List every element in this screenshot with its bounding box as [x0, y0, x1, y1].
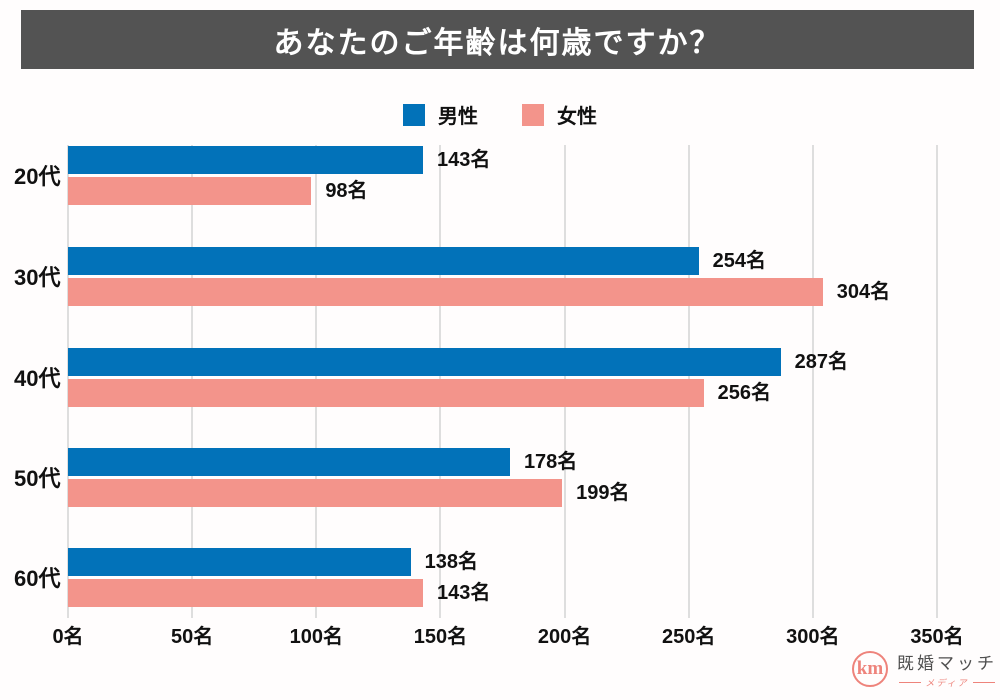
bar-male-60代 — [68, 548, 411, 576]
logo-tagline: メディア — [925, 678, 969, 688]
chart-title: あなたのご年齢は何歳ですか？ — [273, 26, 722, 60]
legend: 男性 女性 — [0, 100, 1000, 129]
x-tick-label-50: 50名 — [171, 626, 214, 648]
category-label-60代: 60代 — [14, 565, 61, 591]
x-tick-label-300: 300名 — [786, 626, 840, 648]
legend-label-female: 女性 — [557, 106, 597, 128]
x-tick-label-0: 0名 — [52, 626, 84, 648]
x-tick-label-350: 350名 — [910, 626, 964, 648]
gridline-350 — [936, 145, 938, 618]
bar-chart-plot-area: 143名 98名 254名 304名 287名 256名 178名 199名 138名 143名 — [67, 145, 938, 618]
category-label-40代: 40代 — [14, 365, 61, 391]
legend-item-female: 女性 — [522, 100, 597, 129]
logo-monogram-icon: km — [852, 651, 888, 687]
value-label-male-20代: 143名 — [437, 149, 491, 171]
category-label-30代: 30代 — [14, 264, 61, 290]
legend-swatch-female-icon — [522, 103, 544, 126]
bar-male-30代 — [68, 247, 699, 275]
brand-logo: km 既婚マッチ メディア — [852, 649, 997, 689]
value-label-female-20代: 98名 — [325, 180, 368, 202]
value-label-female-40代: 256名 — [717, 382, 771, 404]
value-label-female-30代: 304名 — [836, 281, 891, 303]
bar-female-20代 — [68, 177, 312, 205]
x-tick-label-250: 250名 — [662, 626, 716, 648]
value-label-male-60代: 138名 — [424, 551, 478, 573]
gridline-300 — [811, 145, 814, 618]
title-bar: あなたのご年齢は何歳ですか？ — [21, 10, 974, 69]
legend-item-male: 男性 — [403, 100, 478, 129]
bar-female-50代 — [68, 479, 563, 507]
logo-tagline-row: メディア — [899, 676, 995, 689]
bar-female-30代 — [68, 278, 823, 306]
x-axis: 0名 50名 100名 150名 200名 250名 300名 350名 — [52, 620, 963, 648]
bar-male-50代 — [68, 448, 510, 476]
logo-text: 既婚マッチ メディア — [897, 649, 997, 689]
value-label-male-30代: 254名 — [712, 250, 767, 272]
value-label-male-50代: 178名 — [523, 451, 578, 473]
x-tick-label-100: 100名 — [289, 626, 343, 648]
x-tick-label-150: 150名 — [413, 626, 468, 648]
tagline-right-rule — [972, 682, 995, 683]
bar-female-60代 — [68, 579, 424, 607]
category-label-20代: 20代 — [14, 163, 61, 189]
x-tick-label-200: 200名 — [537, 626, 592, 648]
category-label-50代: 50代 — [14, 465, 61, 491]
value-label-female-50代: 199名 — [576, 482, 630, 504]
logo-name: 既婚マッチ — [897, 654, 997, 673]
bar-male-20代 — [68, 146, 424, 174]
bar-male-40代 — [68, 348, 781, 376]
tagline-left-rule — [899, 682, 922, 683]
legend-swatch-male-icon — [403, 103, 425, 126]
value-label-male-40代: 287名 — [794, 351, 848, 373]
legend-label-male: 男性 — [438, 106, 478, 128]
value-label-female-60代: 143名 — [437, 582, 491, 604]
bar-female-40代 — [68, 379, 704, 407]
